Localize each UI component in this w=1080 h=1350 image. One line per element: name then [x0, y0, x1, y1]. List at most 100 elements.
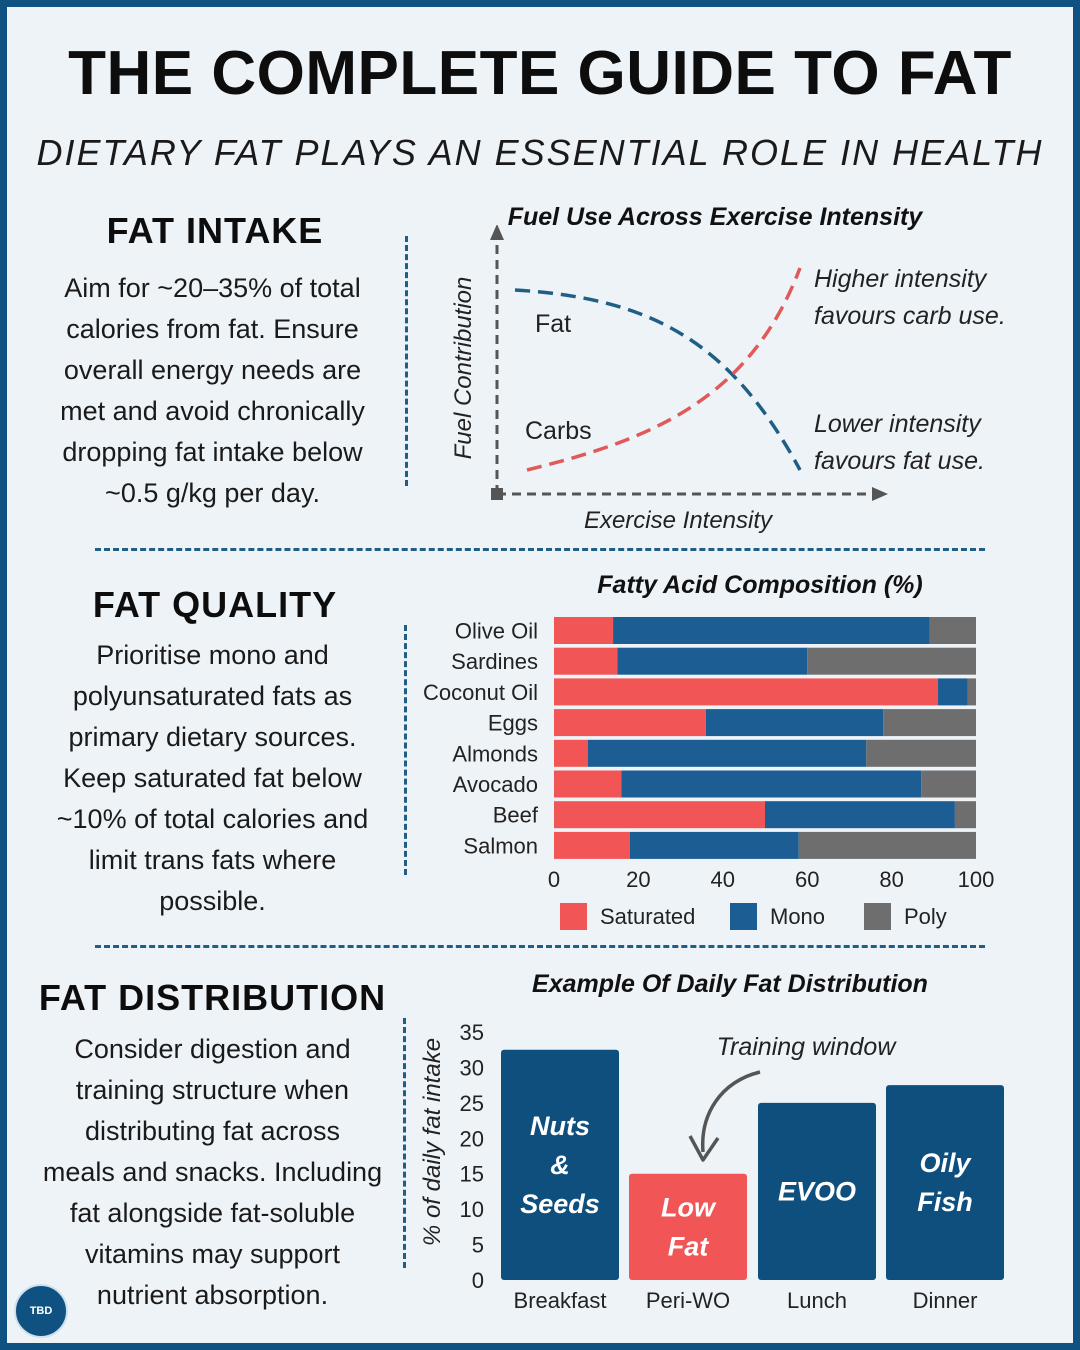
distribution-category-label: Peri-WO — [646, 1288, 730, 1313]
distribution-bar-label: & — [550, 1150, 570, 1180]
page-title: THE COMPLETE GUIDE TO FAT — [68, 39, 1012, 108]
brand-logo: TBD — [14, 1284, 68, 1338]
composition-bar-poly — [883, 709, 976, 737]
distribution-y-tick: 10 — [460, 1197, 484, 1222]
composition-bar-poly — [866, 739, 976, 767]
intake-text-line: ~0.5 g/kg per day. — [105, 478, 320, 508]
distribution-bar-label: Fish — [917, 1187, 973, 1217]
fuel-x-label: Exercise Intensity — [584, 507, 774, 534]
distribution-text-line: training structure when — [75, 1075, 350, 1105]
carbs-curve — [526, 267, 802, 472]
distribution-bar — [629, 1173, 747, 1280]
training-window-arrow — [701, 1070, 761, 1153]
legend-label-saturated: Saturated — [600, 904, 695, 929]
quality-text-line: polyunsaturated fats as — [72, 681, 353, 711]
quality-text-line: Keep saturated fat below — [63, 763, 362, 793]
intake-divider — [405, 236, 408, 486]
quality-divider — [404, 625, 407, 875]
quality-text-line: primary dietary sources. — [68, 722, 357, 752]
distribution-bar-label: Oily — [919, 1148, 972, 1178]
distribution-y-label: % of daily fat intake — [419, 1038, 446, 1246]
annotation-high-line1: Higher intensity — [814, 265, 988, 293]
distribution-y-tick: 30 — [460, 1055, 484, 1080]
distribution-bar — [501, 1049, 619, 1280]
composition-bar-saturated — [554, 617, 614, 644]
composition-bar-mono — [938, 678, 968, 706]
distribution-bar-label: Nuts — [530, 1111, 590, 1141]
distribution-y-tick: 20 — [460, 1126, 484, 1151]
intake-heading: FAT INTAKE — [106, 210, 324, 251]
distribution-y-tick: 35 — [460, 1020, 484, 1045]
intake-text: Aim for ~20–35% of total calories from fa… — [20, 268, 405, 514]
distribution-bar-label: Fat — [668, 1231, 710, 1261]
annotation-low-line1: Lower intensity — [814, 410, 982, 438]
distribution-bar — [886, 1085, 1004, 1280]
section-divider-2 — [95, 945, 985, 948]
legend-label-mono: Mono — [770, 904, 825, 929]
composition-bar-saturated — [554, 678, 939, 706]
composition-category-label: Beef — [493, 803, 539, 828]
composition-bar-poly — [954, 801, 976, 829]
composition-x-tick: 40 — [711, 867, 735, 892]
distribution-y-tick: 25 — [460, 1091, 484, 1116]
intake-text-line: calories from fat. Ensure — [66, 314, 359, 344]
distribution-bar-label: Low — [661, 1192, 717, 1222]
composition-x-tick: 20 — [626, 867, 650, 892]
distribution-category-label: Breakfast — [514, 1288, 607, 1313]
composition-bar-mono — [765, 801, 955, 829]
distribution-text-line: distributing fat across — [84, 1116, 341, 1146]
page-subtitle: DIETARY FAT PLAYS AN ESSENTIAL ROLE IN H… — [36, 132, 1044, 173]
intake-text-line: Aim for ~20–35% of total — [64, 273, 361, 303]
distribution-y-tick: 15 — [460, 1162, 484, 1187]
legend-swatch-mono — [730, 903, 757, 930]
distribution-y-tick: 0 — [472, 1268, 484, 1293]
distribution-bar-label: EVOO — [778, 1176, 856, 1206]
fuel-chart: Fat Carbs Higher intensity favours carb … — [450, 225, 1006, 534]
composition-bar-mono — [705, 709, 884, 737]
annotation-low-line2: favours fat use. — [814, 447, 985, 475]
composition-x-tick: 60 — [795, 867, 819, 892]
distribution-chart-title: Example Of Daily Fat Distribution — [532, 970, 928, 998]
composition-bar-saturated — [554, 709, 706, 737]
composition-bar-saturated — [554, 831, 630, 859]
fat-series-label: Fat — [535, 310, 571, 338]
intake-text-line: dropping fat intake below — [62, 437, 363, 467]
composition-bar-poly — [807, 647, 976, 675]
distribution-heading: FAT DISTRIBUTION — [38, 977, 387, 1018]
composition-chart: Olive Oil Sardines Coconut Oil Eggs Almonds A… — [423, 617, 994, 930]
intake-text-line: met and avoid chronically — [60, 396, 365, 426]
composition-chart-title: Fatty Acid Composition (%) — [597, 571, 923, 599]
composition-x-tick: 80 — [879, 867, 903, 892]
composition-bar-mono — [617, 647, 808, 675]
distribution-text-line: fat alongside fat-soluble — [69, 1198, 356, 1228]
composition-bar-saturated — [554, 647, 618, 675]
quality-text-line: ~10% of total calories and — [56, 804, 369, 834]
intake-text-line: overall energy needs are — [63, 355, 362, 385]
quality-text-line: possible. — [159, 886, 266, 916]
composition-category-label: Olive Oil — [455, 619, 538, 644]
distribution-text-line: meals and snacks. Including — [42, 1157, 383, 1187]
composition-category-label: Almonds — [452, 741, 538, 766]
section-divider-1 — [95, 548, 985, 551]
composition-category-label: Salmon — [463, 833, 538, 858]
training-window-annotation: Training window — [717, 1033, 898, 1061]
distribution-category-label: Dinner — [913, 1288, 978, 1313]
annotation-high-line2: favours carb use. — [814, 302, 1006, 330]
fuel-origin — [491, 488, 503, 500]
composition-bar-mono — [629, 831, 799, 859]
fuel-y-arrow — [490, 225, 504, 240]
composition-bar-saturated — [554, 770, 622, 798]
quality-text: Prioritise mono and polyunsaturated fats … — [20, 635, 405, 922]
distribution-text-line: Consider digestion and — [74, 1034, 351, 1064]
composition-category-label: Coconut Oil — [423, 680, 538, 705]
legend-swatch-saturated — [560, 903, 587, 930]
composition-bar-poly — [921, 770, 976, 798]
composition-bar-poly — [798, 831, 976, 859]
composition-category-label: Sardines — [451, 649, 538, 674]
distribution-text-line: vitamins may support — [84, 1239, 341, 1269]
composition-bar-poly — [967, 678, 976, 706]
composition-category-label: Eggs — [488, 711, 538, 736]
composition-bar-mono — [621, 770, 922, 798]
fuel-x-arrow — [872, 487, 888, 501]
composition-bar-saturated — [554, 739, 588, 767]
